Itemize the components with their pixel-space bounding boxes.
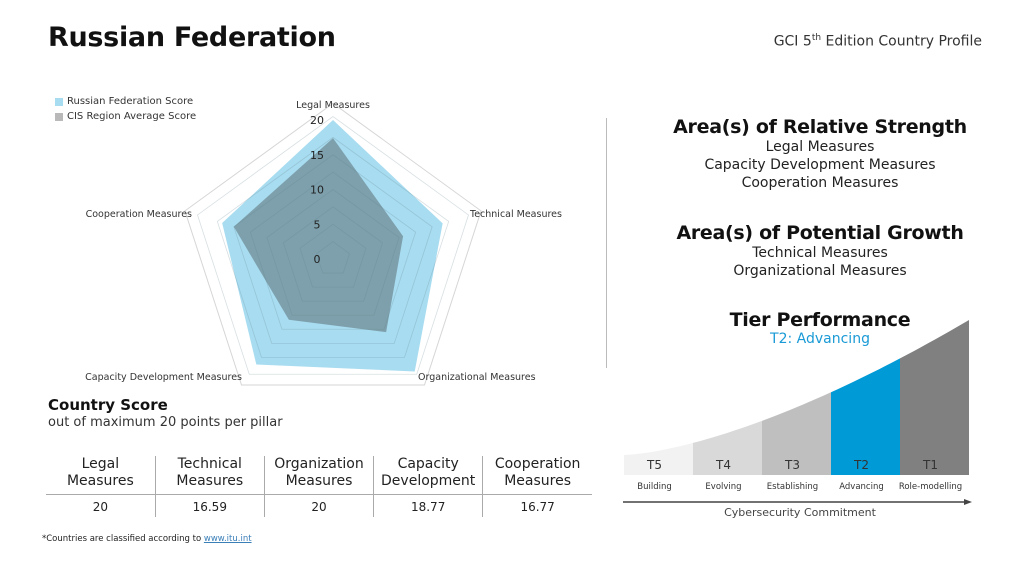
footnote-text: *Countries are classified according to — [42, 534, 204, 544]
score-value: 16.59 — [155, 494, 265, 517]
col-label: Measures — [285, 473, 353, 489]
col-label: Measures — [504, 473, 572, 489]
legend-item-region: CIS Region Average Score — [55, 109, 196, 124]
commitment-axis-label: Cybersecurity Commitment — [724, 506, 877, 519]
col-label: Measures — [176, 473, 244, 489]
col-label: Cooperation — [494, 456, 581, 472]
itu-link[interactable]: www.itu.int — [203, 534, 252, 544]
tier-name: Establishing — [767, 482, 818, 492]
tier-code: T2 — [853, 458, 869, 472]
tier-name: Evolving — [705, 482, 741, 492]
subtitle-prefix: GCI 5 — [773, 33, 812, 50]
vertical-divider — [606, 118, 607, 368]
tier-code: T4 — [715, 458, 731, 472]
score-value: 20 — [46, 494, 156, 517]
legend-item-country: Russian Federation Score — [55, 94, 196, 109]
radar-outer-ring — [184, 102, 482, 386]
tier-bar-t2 — [831, 358, 900, 475]
chart-legend: Russian Federation Score CIS Region Aver… — [55, 94, 196, 124]
score-subheading: out of maximum 20 points per pillar — [48, 415, 283, 430]
score-header-row: Legal Measures Technical Measures Organiza… — [46, 456, 592, 495]
radar-chart: 20 15 10 5 0 Legal Measures Technical Measures… — [85, 100, 562, 386]
col-label: Technical — [177, 456, 242, 472]
score-table: Legal Measures Technical Measures Organiza… — [46, 456, 592, 517]
growth-item: Technical Measures — [752, 245, 888, 261]
radar-tick-label: 0 — [314, 253, 321, 266]
legend-label: Russian Federation Score — [67, 96, 194, 107]
strength-heading: Area(s) of Relative Strength — [673, 116, 967, 138]
radar-tick-label: 5 — [314, 218, 321, 231]
footnote: *Countries are classified according to w… — [42, 534, 252, 544]
growth-item: Organizational Measures — [733, 263, 907, 279]
col-label: Measures — [66, 473, 134, 489]
legend-swatch-region — [55, 112, 63, 121]
tier-name: Advancing — [839, 482, 884, 492]
col-label: Capacity — [397, 456, 459, 472]
radar-axis-label: Capacity Development Measures — [85, 372, 242, 383]
radar-grid-ring — [266, 189, 400, 316]
radar-grid-ring — [249, 171, 417, 330]
radar-series-region — [233, 138, 404, 333]
tier-section: Tier Performance T2: Advancing — [620, 309, 1020, 347]
radar-tick-label: 10 — [310, 184, 324, 197]
tier-bar-t1 — [900, 320, 969, 475]
col-technical: Technical Measures — [155, 456, 265, 495]
radar-grid-ring — [216, 136, 450, 358]
page-title: Russian Federation — [48, 22, 336, 53]
tier-name: Building — [637, 482, 671, 492]
col-organization: Organization Measures — [264, 456, 375, 495]
strength-section: Area(s) of Relative Strength Legal Measu… — [620, 116, 1020, 192]
score-value: 18.77 — [373, 494, 484, 517]
strength-item: Cooperation Measures — [741, 175, 899, 191]
col-label: Organization — [274, 456, 364, 472]
radar-grid-ring — [282, 206, 384, 302]
radar-grid-ring — [299, 223, 367, 288]
radar-tick-label: 15 — [310, 149, 324, 162]
radar-axis-label: Cooperation Measures — [86, 209, 192, 220]
col-capacity: Capacity Development — [373, 456, 484, 495]
subtitle-suffix: Edition Country Profile — [821, 33, 982, 50]
col-legal: Legal Measures — [46, 456, 156, 495]
legend-swatch-country — [55, 97, 63, 106]
radar-axis-label: Organizational Measures — [418, 372, 536, 383]
score-value: 20 — [264, 494, 375, 517]
tier-name: Role-modelling — [899, 482, 962, 492]
score-value-row: 20 16.59 20 18.77 16.77 — [46, 494, 592, 517]
radar-axis-label: Legal Measures — [296, 100, 370, 111]
tier-code: T1 — [922, 458, 938, 472]
tier-heading: Tier Performance — [729, 309, 911, 331]
tier-code: T5 — [646, 458, 662, 472]
tier-graphic: T5 Building T4 Evolving T3 Establishing T2 Adva… — [623, 320, 972, 519]
radar-tick-label: 20 — [310, 114, 324, 127]
score-heading: Country Score — [48, 396, 168, 414]
radar-axis-label: Technical Measures — [469, 209, 562, 220]
subtitle-sup: th — [811, 33, 822, 43]
col-label: Legal — [81, 456, 120, 472]
tier-bar-t3 — [762, 392, 831, 475]
radar-grid-ring — [233, 154, 433, 344]
growth-section: Area(s) of Potential Growth Technical Me… — [620, 222, 1020, 280]
col-label: Development — [381, 473, 476, 489]
report-subtitle: GCI 5th Edition Country Profile — [774, 33, 982, 50]
radar-grid-ring — [316, 241, 350, 274]
growth-heading: Area(s) of Potential Growth — [676, 222, 964, 244]
tier-bar-t5 — [624, 442, 693, 475]
radar-grid-ring — [197, 116, 469, 375]
commitment-arrow-head — [964, 499, 972, 505]
strength-item: Legal Measures — [765, 139, 875, 155]
col-cooperation: Cooperation Measures — [482, 456, 592, 495]
tier-current: T2: Advancing — [770, 331, 870, 347]
strength-item: Capacity Development Measures — [704, 157, 936, 173]
score-value: 16.77 — [520, 500, 555, 514]
legend-label: CIS Region Average Score — [67, 111, 197, 122]
tier-bar-t4 — [693, 420, 762, 475]
tier-code: T3 — [784, 458, 800, 472]
